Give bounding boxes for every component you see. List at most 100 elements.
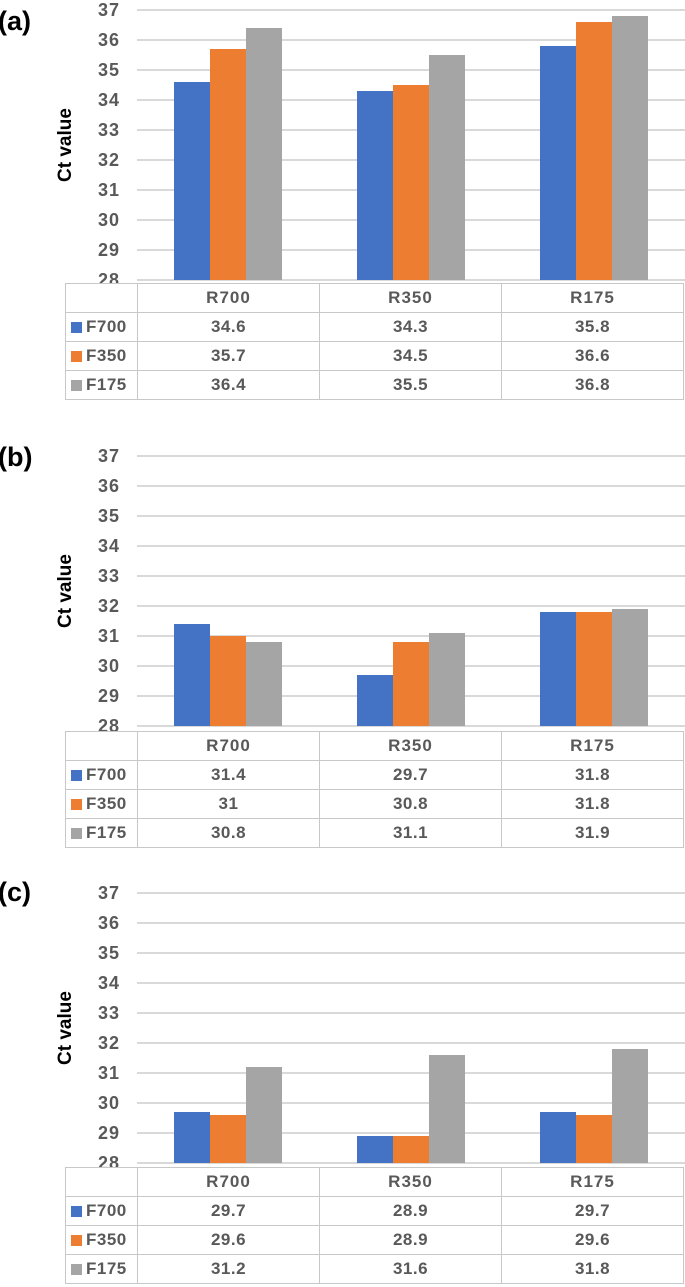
- legend-cell: F700: [65, 312, 138, 342]
- y-tick-label: 29: [97, 686, 120, 706]
- panel-label: (b): [0, 442, 33, 472]
- gridline: [137, 575, 685, 577]
- gridline: [137, 1012, 685, 1014]
- value-cell: 30.8: [137, 818, 320, 848]
- value-cell: 36.4: [137, 370, 320, 400]
- y-tick-label: 37: [97, 446, 120, 466]
- panel-label: (a): [0, 6, 31, 36]
- legend-swatch-icon: [71, 827, 82, 839]
- gridline: [137, 1042, 685, 1044]
- gridline: [137, 982, 685, 984]
- bar-chart-plot-area: [137, 892, 685, 1165]
- table-header-cell: R350: [319, 1167, 502, 1197]
- bar-f350-r350: [393, 85, 429, 280]
- gridline: [137, 515, 685, 517]
- y-tick-label: 30: [97, 656, 120, 676]
- legend-label: F350: [86, 794, 127, 813]
- bar-f350-r350: [393, 642, 429, 726]
- value-cell: 31: [137, 789, 320, 819]
- gridline: [137, 1102, 685, 1104]
- value-cell: 31.8: [501, 760, 684, 790]
- table-header-cell: R350: [319, 731, 502, 761]
- y-tick-label: 32: [97, 596, 120, 616]
- legend-label: F700: [86, 317, 127, 336]
- bar-f175-r175: [612, 1049, 648, 1163]
- legend-label: F700: [86, 765, 127, 784]
- bar-f350-r350: [393, 1136, 429, 1163]
- gridline: [137, 1072, 685, 1074]
- value-cell: 34.3: [319, 312, 502, 342]
- table-header-cell: R175: [501, 1167, 684, 1197]
- bar-f700-r175: [540, 46, 576, 280]
- gridline: [137, 952, 685, 954]
- legend-swatch-icon: [71, 1205, 82, 1217]
- gridline: [137, 69, 685, 71]
- value-cell: 35.7: [137, 341, 320, 371]
- legend-label: F175: [86, 1259, 127, 1278]
- bar-f350-r700: [210, 49, 246, 280]
- gridline: [137, 485, 685, 487]
- legend-label: F350: [86, 346, 127, 365]
- value-cell: 28.9: [319, 1196, 502, 1226]
- legend-cell: F175: [65, 370, 138, 400]
- value-cell: 31.8: [501, 1254, 684, 1284]
- value-cell: 30.8: [319, 789, 502, 819]
- y-tick-label: 29: [97, 240, 120, 260]
- y-tick-label: 29: [97, 1123, 120, 1143]
- panel-c: (c) Ct value 37 36 35 34 33 32 31 30 29 28 R700 R350 R…: [0, 847, 685, 1287]
- value-cell: 29.6: [137, 1225, 320, 1255]
- y-tick-label: 35: [97, 506, 120, 526]
- legend-cell: F175: [65, 818, 138, 848]
- legend-cell: F700: [65, 1196, 138, 1226]
- bar-f700-r700: [174, 82, 210, 280]
- table-header-cell: R175: [501, 283, 684, 313]
- gridline: [137, 279, 685, 281]
- value-cell: 36.6: [501, 341, 684, 371]
- table-header-cell: R175: [501, 731, 684, 761]
- value-cell: 35.5: [319, 370, 502, 400]
- bar-f175-r350: [429, 1055, 465, 1163]
- gridline: [137, 39, 685, 41]
- y-tick-label: 31: [97, 1063, 120, 1083]
- value-cell: 35.8: [501, 312, 684, 342]
- y-tick-label: 33: [97, 566, 120, 586]
- gridline: [137, 9, 685, 11]
- y-tick-label: 36: [97, 913, 120, 933]
- y-tick-label: 34: [97, 973, 120, 993]
- y-tick-label: 33: [97, 120, 120, 140]
- legend-swatch-icon: [71, 379, 82, 391]
- value-cell: 29.6: [501, 1225, 684, 1255]
- gridline: [137, 635, 685, 637]
- y-tick-label: 37: [97, 883, 120, 903]
- bar-f700-r350: [357, 91, 393, 280]
- gridline: [137, 605, 685, 607]
- bar-f700-r175: [540, 612, 576, 726]
- legend-cell: F700: [65, 760, 138, 790]
- bar-f175-r700: [246, 28, 282, 280]
- value-cell: 31.8: [501, 789, 684, 819]
- legend-swatch-icon: [71, 769, 82, 781]
- value-cell: 29.7: [319, 760, 502, 790]
- bar-chart-plot-area: [137, 455, 685, 728]
- value-cell: 31.2: [137, 1254, 320, 1284]
- bar-chart-plot-area: [137, 9, 685, 282]
- bar-f350-r175: [576, 22, 612, 280]
- table-corner-blank: [65, 283, 138, 313]
- bar-f700-r700: [174, 1112, 210, 1163]
- bar-f175-r700: [246, 1067, 282, 1163]
- bar-f350-r700: [210, 1115, 246, 1163]
- bar-f175-r700: [246, 642, 282, 726]
- legend-label: F175: [86, 375, 127, 394]
- value-cell: 29.7: [501, 1196, 684, 1226]
- table-header-cell: R700: [137, 283, 320, 313]
- legend-label: F700: [86, 1201, 127, 1220]
- table-header-cell: R700: [137, 1167, 320, 1197]
- legend-swatch-icon: [71, 350, 82, 362]
- y-tick-label: 33: [97, 1003, 120, 1023]
- legend-cell: F175: [65, 1254, 138, 1284]
- legend-cell: F350: [65, 789, 138, 819]
- value-cell: 31.9: [501, 818, 684, 848]
- gridline: [137, 892, 685, 894]
- y-tick-label: 32: [97, 150, 120, 170]
